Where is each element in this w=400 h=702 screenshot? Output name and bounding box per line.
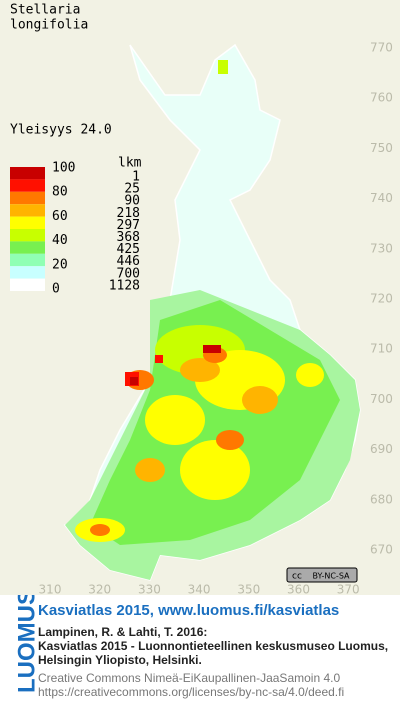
legend-swatch	[10, 179, 45, 192]
x-grid-label: 360	[287, 583, 310, 596]
legend-count: 90	[124, 194, 140, 209]
y-grid-label: 700	[370, 392, 393, 406]
legend-count: 700	[117, 266, 140, 281]
y-grid-label: 710	[370, 342, 393, 356]
citation: Helsingin Yliopisto, Helsinki.	[38, 653, 202, 667]
badge-cc: cc	[292, 572, 302, 582]
count-header: lkm	[118, 156, 142, 171]
y-grid-label: 740	[370, 191, 393, 205]
legend-count: 425	[117, 242, 140, 257]
x-grid-label: 350	[237, 583, 260, 596]
legend-count: 218	[117, 206, 140, 221]
x-grid-label: 370	[337, 583, 360, 596]
footer: LUOMUS Kasviatlas 2015, www.luomus.fi/ka…	[13, 595, 388, 699]
legend-scale-label: 0	[52, 282, 60, 297]
badge-license: BY-NC-SA	[312, 572, 350, 581]
x-grid-label: 340	[188, 583, 211, 596]
frequency: Yleisyys 24.0	[10, 123, 112, 138]
citation: Lampinen, R. & Lahti, T. 2016:	[38, 625, 207, 639]
license-url[interactable]: https://creativecommons.org/licenses/by-…	[38, 685, 344, 699]
legend-scale-label: 80	[52, 185, 68, 200]
citation: Kasviatlas 2015 - Luonnontieteellinen ke…	[38, 639, 388, 653]
legend-count: 25	[124, 182, 140, 197]
x-grid-label: 320	[88, 583, 111, 596]
y-grid-label: 690	[370, 442, 393, 456]
y-grid-label: 730	[370, 241, 393, 255]
map: Stellaria longifolia Yleisyys 24.0 lkm 1…	[0, 0, 400, 595]
badge-box	[286, 567, 358, 583]
species-name: longifolia	[10, 18, 88, 33]
legend-swatch	[10, 278, 45, 291]
occurrence-areas	[65, 60, 360, 580]
legend-swatch	[10, 266, 45, 279]
legend-swatch	[10, 167, 45, 180]
headline[interactable]: Kasviatlas 2015, www.luomus.fi/kasviatla…	[38, 602, 339, 619]
logo: LUOMUS	[13, 595, 40, 693]
legend-count: 1128	[109, 278, 140, 293]
legend-scale-label: 100	[52, 161, 75, 176]
y-grid-label: 770	[370, 41, 393, 55]
legend-swatch	[10, 204, 45, 217]
x-grid-label: 310	[39, 583, 62, 596]
legend-scale-label: 20	[52, 257, 68, 272]
y-grid-label: 760	[370, 91, 393, 105]
legend-count: 1	[132, 170, 140, 185]
license: Creative Commons Nimeä-EiKaupallinen-Jaa…	[38, 671, 340, 685]
legend-swatch	[10, 253, 45, 267]
legend-count: 368	[117, 230, 140, 245]
legend-count: 446	[117, 254, 140, 269]
legend-swatch	[10, 229, 45, 242]
y-grid-label: 720	[370, 292, 393, 306]
legend-count: 297	[117, 218, 140, 233]
legend-scale-label: 40	[52, 233, 68, 248]
x-grid-label: 330	[138, 583, 161, 596]
y-grid-label: 670	[370, 543, 393, 557]
legend-swatch	[10, 191, 45, 205]
species-name: Stellaria	[10, 3, 80, 18]
y-grid-label: 750	[370, 141, 393, 155]
legend-swatch	[10, 216, 45, 229]
license-badge[interactable]: cc BY-NC-SA	[286, 567, 358, 583]
legend-scale-label: 60	[52, 209, 68, 224]
legend-swatch	[10, 241, 45, 254]
y-grid-label: 680	[370, 492, 393, 506]
